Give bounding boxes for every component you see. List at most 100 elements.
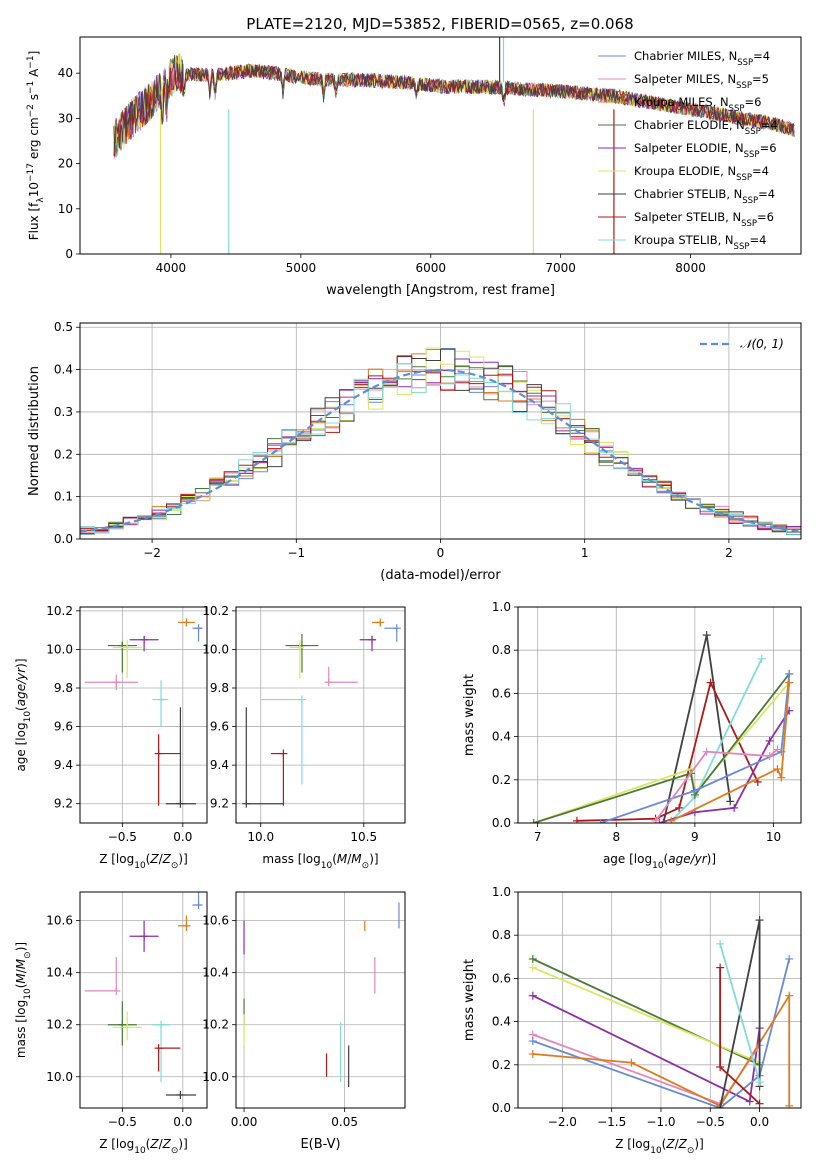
legend-entry: Chabrier MILES, NSSP=4 xyxy=(634,49,770,68)
spectrum-line-chabrier-stelib xyxy=(113,55,795,150)
y-tick-label: 1.0 xyxy=(492,600,511,614)
x-tick-label: 2 xyxy=(725,546,733,560)
data-point-salpeter-stelib xyxy=(154,734,181,806)
y-tick-label: 9.6 xyxy=(54,720,73,734)
data-point-kroupa-stelib xyxy=(260,695,306,785)
series-line xyxy=(532,966,760,1064)
legend-name: Salpeter STELIB, N xyxy=(634,210,741,224)
y-tick-label: 0.0 xyxy=(492,1101,511,1115)
label-part: Z xyxy=(665,1137,675,1151)
y-axis-label: Normed distribution xyxy=(27,366,42,496)
label-part: Flux [f xyxy=(27,202,41,240)
legend-sub: SSP xyxy=(736,81,752,91)
series-line xyxy=(532,958,791,1108)
x-tick-label: 9 xyxy=(691,830,699,844)
label-part: −1 xyxy=(26,55,36,68)
label-part: ] xyxy=(27,51,41,56)
data-point-kroupa-miles xyxy=(372,618,385,627)
label-part: M xyxy=(14,958,28,969)
data-point-kroupa-elodie xyxy=(112,639,142,679)
error-bars xyxy=(242,618,401,808)
series-chabrier-stelib xyxy=(716,916,764,1108)
series-line xyxy=(533,673,790,823)
legend-entry: Salpeter STELIB, NSSP=6 xyxy=(634,210,774,229)
x-tick-label: 0.0 xyxy=(173,1115,192,1129)
tick-group: 10.0 10.5 9.2 9.4 9.6 9.8 10.0 10.2 xyxy=(202,604,405,844)
x-axis-label: E(B-V) xyxy=(300,1137,340,1152)
label-part: ( xyxy=(14,706,28,711)
histogram-kroupa-stelib xyxy=(80,363,801,539)
data-point-chabrier-miles xyxy=(192,624,203,642)
x-axis-label: wavelength [Angstrom, rest frame] xyxy=(326,283,555,298)
x-tick-label: 0.0 xyxy=(173,830,192,844)
x-axis-label: age [log10(age/yr)] xyxy=(603,852,716,871)
label-part: age [log xyxy=(603,852,652,866)
x-tick-label: 8 xyxy=(612,830,620,844)
label-part: ( xyxy=(146,1137,151,1151)
legend-name: Kroupa STELIB, N xyxy=(634,233,734,247)
y-tick-label: 30 xyxy=(58,111,73,125)
x-axis-label: Z [log10(Z/Z⊙)] xyxy=(99,1137,188,1156)
label-part: )] xyxy=(178,1137,187,1151)
label-part: A xyxy=(27,68,41,81)
data-point-salpeter-elodie xyxy=(129,920,159,952)
error-bars xyxy=(243,902,400,1088)
axes-frame xyxy=(235,606,406,824)
x-tick-label: 7 xyxy=(534,830,542,844)
data-point-salpeter-elodie xyxy=(129,635,159,652)
data-point-salpeter-stelib xyxy=(154,1044,181,1072)
axes-frame xyxy=(79,606,208,824)
y-tick-label: 10.4 xyxy=(46,966,73,980)
label-part: ⊙ xyxy=(171,1146,179,1156)
label-part: ⊙ xyxy=(362,861,370,871)
series-chabrier-stelib xyxy=(659,631,735,823)
label-part: / xyxy=(347,852,352,866)
label-part: 10 xyxy=(134,861,146,871)
legend-name: Salpeter ELODIE, N xyxy=(634,141,744,155)
legend-sub: SSP xyxy=(741,219,757,229)
data-point-kroupa-miles xyxy=(177,618,195,627)
x-tick-label: 4000 xyxy=(156,261,187,275)
data-point-kroupa-elodie xyxy=(289,639,305,679)
series-kroupa-stelib xyxy=(716,939,764,1087)
data-point-salpeter-miles xyxy=(84,957,121,995)
series-salpeter-miles xyxy=(651,745,782,823)
label-part: s xyxy=(27,94,41,104)
y-tick-label: 0.5 xyxy=(54,320,73,334)
y-tick-label: 10 xyxy=(58,202,73,216)
x-tick-label: 0.05 xyxy=(331,1115,358,1129)
label-part: ⊙ xyxy=(23,951,33,959)
x-tick-label: −1.5 xyxy=(597,1115,626,1129)
age-vs-mass-axes: 10.0 10.5 9.2 9.4 9.6 9.8 10.0 10.2 mass [log10(… xyxy=(202,604,406,871)
x-tick-label: −0.5 xyxy=(108,830,137,844)
series-kroupa-miles xyxy=(667,678,794,823)
x-tick-label: 0.00 xyxy=(231,1115,258,1129)
legend-count: =4 xyxy=(753,49,770,63)
normal-curve xyxy=(80,368,801,533)
label-part: 10 xyxy=(23,711,33,723)
y-tick-label: 10.0 xyxy=(46,642,73,656)
legend-name: Salpeter MILES, N xyxy=(634,72,736,86)
legend-name: Chabrier MILES, N xyxy=(634,49,737,63)
axes-frame xyxy=(517,891,802,1109)
label-part: 10 xyxy=(650,1146,662,1156)
legend-sub: SSP xyxy=(729,104,745,114)
data-point-chabrier-elodie xyxy=(107,641,137,673)
label-part: )] xyxy=(707,852,716,866)
label-part: )] xyxy=(369,852,378,866)
data-point-salpeter-miles xyxy=(324,666,358,687)
legend-entry: Chabrier STELIB, NSSP=4 xyxy=(634,187,775,206)
label-part: ( xyxy=(146,852,151,866)
legend-sub: SSP xyxy=(742,196,758,206)
legend-entry: Chabrier ELODIE, NSSP=4 xyxy=(634,118,778,137)
label-part: ( xyxy=(332,852,337,866)
label-part: )] xyxy=(694,1137,703,1151)
weight-lines xyxy=(529,631,794,823)
legend-count: =6 xyxy=(757,210,774,224)
label-part: age/yr xyxy=(14,667,28,706)
y-tick-label: 10.6 xyxy=(202,914,229,928)
data-point-chabrier-elodie xyxy=(285,634,319,673)
legend-sub: SSP xyxy=(744,150,760,160)
label-part: mass [log xyxy=(262,852,320,866)
label-part: / xyxy=(159,852,164,866)
